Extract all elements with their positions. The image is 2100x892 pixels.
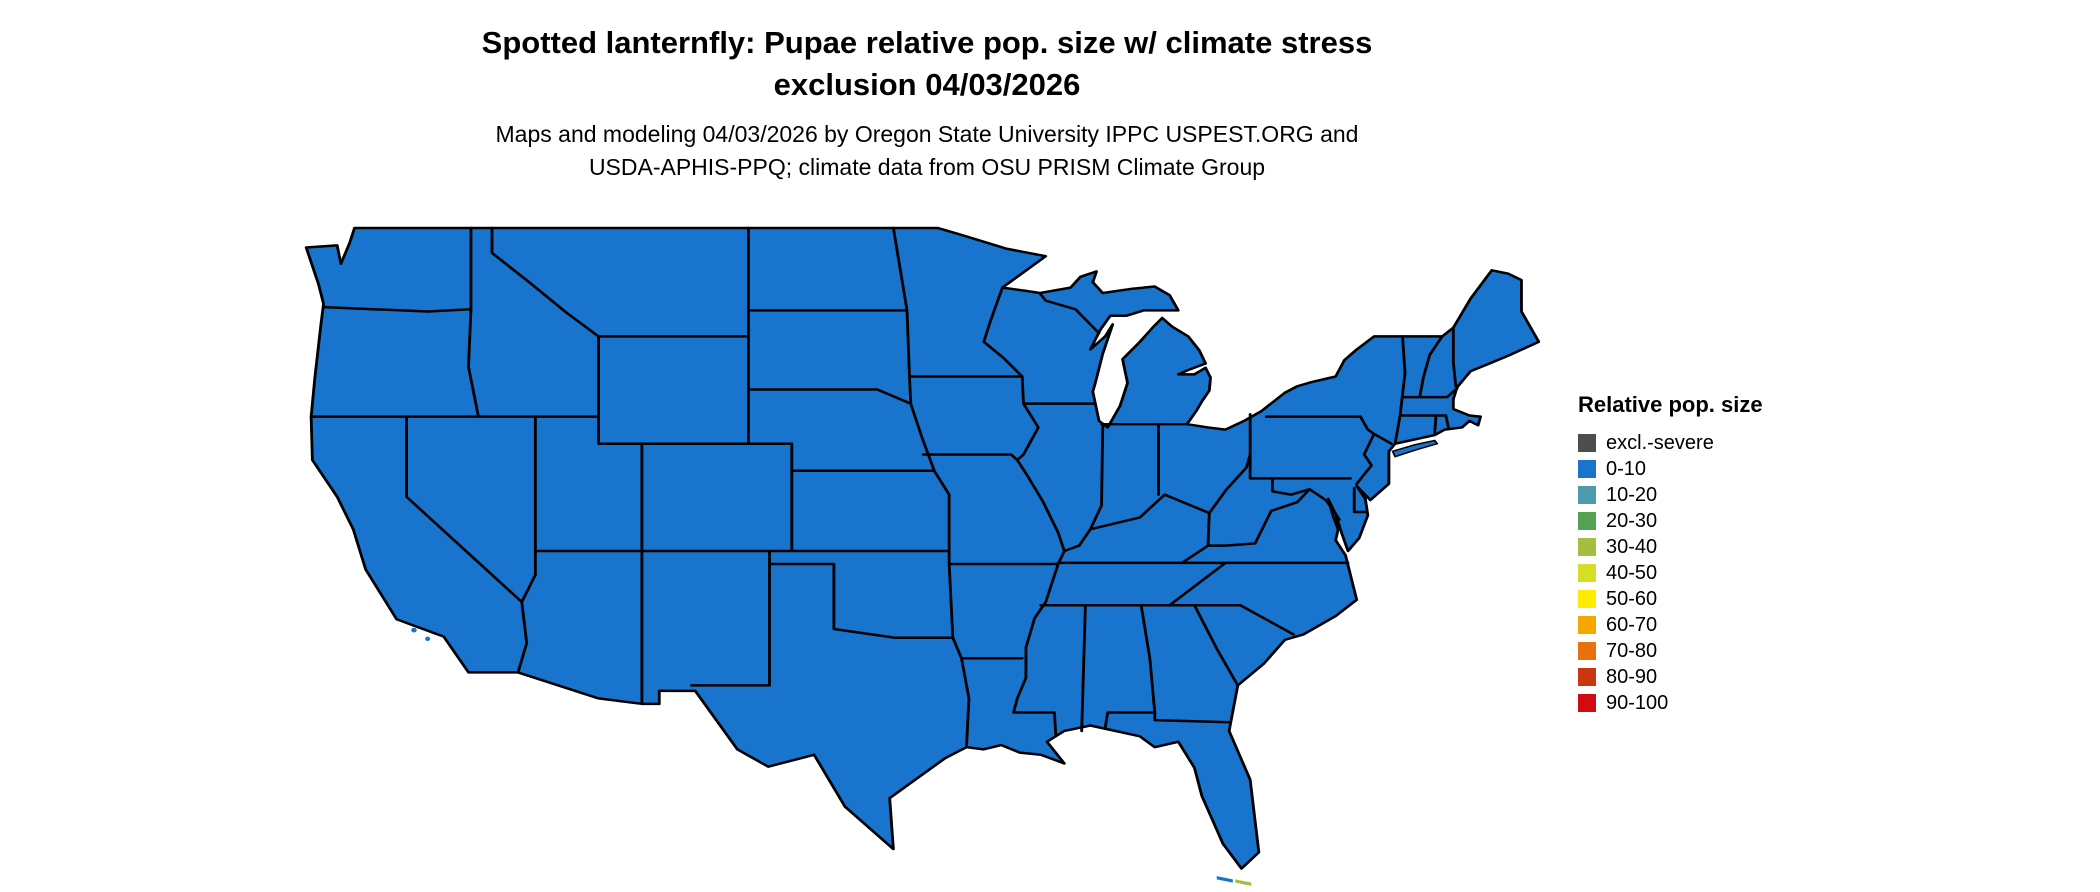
florida-keys — [1216, 876, 1252, 886]
legend-label: 20-30 — [1606, 509, 1658, 532]
legend-label: 40-50 — [1606, 561, 1658, 584]
legend-swatch — [1578, 616, 1596, 634]
legend-swatch — [1578, 642, 1596, 660]
plot-title-line2: exclusion 04/03/2026 — [773, 66, 1081, 102]
plot-title-line1: Spotted lanternfly: Pupae relative pop. … — [481, 25, 1373, 60]
florida-keys-yellowgreen-speck — [1235, 879, 1252, 886]
channel-islands — [411, 627, 431, 641]
legend-label: 70-80 — [1606, 639, 1658, 662]
legend-swatch — [1578, 668, 1596, 686]
legend-label: 10-20 — [1606, 483, 1658, 506]
legend-swatch — [1578, 460, 1596, 478]
legend-swatch — [1578, 538, 1596, 556]
legend-label: 60-70 — [1606, 613, 1658, 636]
legend-item: 0-10 — [1578, 456, 1763, 482]
legend-item: 40-50 — [1578, 560, 1763, 586]
legend-item: 60-70 — [1578, 612, 1763, 638]
legend-swatch — [1578, 590, 1596, 608]
legend-title: Relative pop. size — [1578, 392, 1763, 417]
legend-item: 70-80 — [1578, 638, 1763, 664]
legend-item: 50-60 — [1578, 586, 1763, 612]
legend-item: 90-100 — [1578, 690, 1763, 716]
long-island — [1391, 439, 1439, 458]
us-landmass-outline — [304, 226, 1541, 870]
legend-swatch — [1578, 694, 1596, 712]
legend-item: excl.-severe — [1578, 430, 1763, 456]
plot-title: Spotted lanternfly: Pupae relative pop. … — [0, 22, 1854, 106]
map-legend: Relative pop. size excl.-severe 0-10 10-… — [1578, 392, 1763, 716]
plot-subtitle-line2: USDA-APHIS-PPQ; climate data from OSU PR… — [588, 154, 1266, 181]
florida-keys-blue-speck — [1216, 876, 1233, 883]
us-map-svg — [304, 226, 1541, 886]
legend-swatch — [1578, 486, 1596, 504]
state-borders-path — [309, 226, 1459, 749]
legend-swatch — [1578, 512, 1596, 530]
plot-subtitle: Maps and modeling 04/03/2026 by Oregon S… — [0, 118, 1854, 185]
us-map — [300, 215, 1545, 887]
plot-subtitle-line1: Maps and modeling 04/03/2026 by Oregon S… — [495, 121, 1359, 147]
legend-label: excl.-severe — [1606, 431, 1714, 454]
legend-item: 30-40 — [1578, 534, 1763, 560]
legend-item: 80-90 — [1578, 664, 1763, 690]
legend-label: 50-60 — [1606, 587, 1658, 610]
legend-item: 10-20 — [1578, 482, 1763, 508]
legend-label: 90-100 — [1606, 691, 1669, 714]
legend-label: 0-10 — [1606, 457, 1647, 480]
legend-label: 30-40 — [1606, 535, 1658, 558]
legend-swatch — [1578, 434, 1596, 452]
legend-swatch — [1578, 564, 1596, 582]
legend-label: 80-90 — [1606, 665, 1658, 688]
legend-item: 20-30 — [1578, 508, 1763, 534]
